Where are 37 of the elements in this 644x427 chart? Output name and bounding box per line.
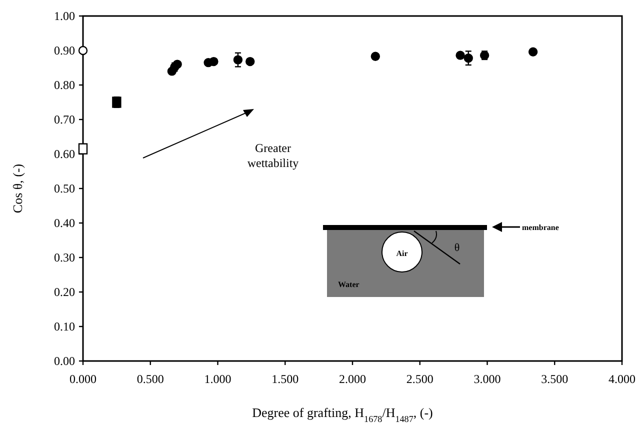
y-tick-label: 0.70 xyxy=(54,112,75,127)
y-tick-label: 0.00 xyxy=(54,354,75,368)
point xyxy=(245,56,255,66)
point xyxy=(456,50,465,60)
y-tick-label: 0.10 xyxy=(54,320,75,334)
y-tick-label: 0.60 xyxy=(54,147,75,162)
x-tick-label: 2.000 xyxy=(339,372,366,386)
point xyxy=(78,46,88,56)
x-axis-title: Degree of grafting, H$_{1678}$/H$_{1487}$, (-) xyxy=(252,405,433,424)
point xyxy=(528,47,538,56)
x-tick-label: 0.500 xyxy=(136,372,164,386)
point xyxy=(233,55,243,64)
y-tick-label: 0.40 xyxy=(54,216,75,230)
point xyxy=(464,53,473,63)
y-tick-label: 0.30 xyxy=(54,250,75,265)
annotation: Water xyxy=(338,280,360,289)
x-tick-label: 3.000 xyxy=(474,372,501,386)
x-tick-label: 1.500 xyxy=(272,372,299,386)
y-tick-label: 0.80 xyxy=(54,78,75,92)
x-tick-label: 1.000 xyxy=(204,372,232,386)
y-tick-label: 0.90 xyxy=(54,44,75,58)
annotation: Air xyxy=(396,249,408,258)
x-tick-label: 3.500 xyxy=(541,372,568,386)
y-tick-label: 0.50 xyxy=(54,182,75,196)
point xyxy=(370,52,380,61)
x-tick-label: 0.000 xyxy=(70,372,96,386)
point xyxy=(209,56,218,66)
annotation: membrane xyxy=(522,223,560,232)
annotation: Greater wettability xyxy=(247,141,299,170)
point xyxy=(78,143,88,154)
y-tick-label: 1.00 xyxy=(54,9,75,24)
y-tick-label: 0.20 xyxy=(54,285,75,300)
annotation: θ xyxy=(454,242,460,254)
x-tick-label: 4.000 xyxy=(608,372,636,386)
point xyxy=(172,60,182,69)
y-axis-title: Cos θ, (-) xyxy=(10,164,25,214)
x-tick-label: 2.500 xyxy=(406,372,434,386)
